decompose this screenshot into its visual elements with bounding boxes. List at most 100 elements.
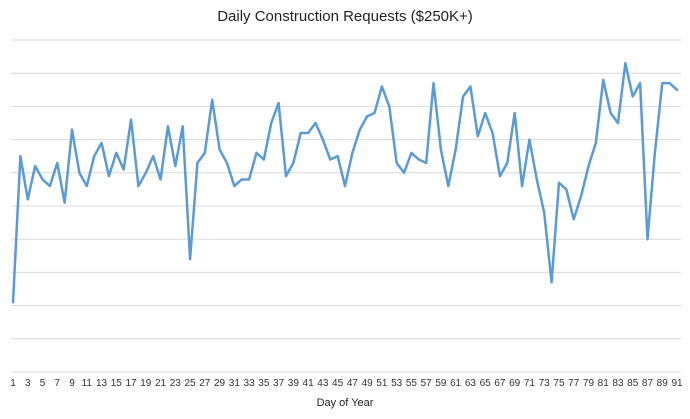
data-point [484, 112, 487, 115]
data-point [137, 185, 140, 188]
data-point [476, 135, 479, 138]
data-point [668, 82, 671, 85]
data-point [196, 161, 199, 164]
data-point [26, 198, 29, 201]
data-point [41, 178, 44, 181]
x-tick-label: 25 [185, 378, 197, 389]
data-point [410, 151, 413, 154]
data-point [351, 151, 354, 154]
x-tick-label: 9 [69, 378, 75, 389]
x-tick-label: 53 [391, 378, 403, 389]
data-point [166, 125, 169, 128]
x-tick-label: 1 [10, 378, 16, 389]
x-tick-label: 41 [303, 378, 315, 389]
data-point [71, 128, 74, 131]
data-point [321, 138, 324, 141]
x-tick-label: 61 [450, 378, 462, 389]
data-point [144, 171, 147, 174]
data-point [225, 161, 228, 164]
data-point [314, 122, 317, 124]
data-point [107, 175, 110, 178]
x-tick-label: 83 [612, 378, 624, 389]
x-tick-label: 79 [583, 378, 595, 389]
data-point [203, 151, 206, 154]
data-point [646, 238, 649, 241]
data-point [78, 171, 81, 174]
x-tick-label: 29 [214, 378, 226, 389]
data-point [336, 155, 339, 158]
x-tick-label: 5 [40, 378, 46, 389]
data-point [85, 185, 88, 188]
data-point [344, 185, 346, 188]
x-tick-label: 87 [642, 378, 654, 389]
x-tick-label: 23 [170, 378, 182, 389]
data-point [506, 161, 509, 164]
x-tick-label: 13 [96, 378, 108, 389]
data-point [380, 85, 383, 88]
x-tick-label: 33 [244, 378, 256, 389]
data-point [373, 112, 376, 115]
x-tick-label: 57 [421, 378, 433, 389]
x-tick-label: 47 [347, 378, 359, 389]
data-point [543, 211, 546, 214]
data-point [624, 62, 627, 65]
data-point [240, 178, 243, 181]
data-point [307, 131, 310, 134]
data-point [639, 82, 642, 85]
data-point [189, 258, 192, 261]
x-tick-label: 17 [125, 378, 137, 389]
data-point [181, 125, 184, 128]
data-point [491, 131, 494, 134]
data-point [425, 161, 428, 164]
data-point [100, 141, 103, 144]
x-tick-label: 31 [229, 378, 241, 389]
data-point [616, 122, 619, 124]
data-point [462, 95, 465, 98]
x-tick-label: 21 [155, 378, 167, 389]
data-point [277, 102, 280, 105]
x-tick-label: 71 [524, 378, 536, 389]
data-point [93, 155, 96, 158]
x-tick-label: 89 [657, 378, 669, 389]
data-point [270, 122, 273, 124]
data-point [454, 148, 457, 151]
data-point [417, 158, 420, 161]
x-tick-label: 35 [258, 378, 270, 389]
data-point [34, 165, 37, 168]
x-tick-label: 69 [509, 378, 521, 389]
data-point [115, 151, 118, 154]
data-point [159, 178, 162, 181]
data-point [631, 95, 634, 98]
x-tick-label: 59 [435, 378, 447, 389]
x-tick-label: 27 [199, 378, 211, 389]
x-tick-label: 91 [671, 378, 683, 389]
data-point [388, 105, 391, 108]
data-point [284, 175, 287, 178]
x-axis-label: Day of Year [316, 397, 374, 409]
data-point [48, 185, 51, 188]
data-point [439, 148, 442, 151]
data-point [174, 165, 177, 168]
data-point [366, 115, 369, 118]
data-point [676, 88, 678, 91]
x-tick-label: 11 [82, 378, 93, 389]
x-tick-label: 3 [25, 378, 31, 389]
data-point [587, 165, 590, 168]
data-point [653, 151, 656, 154]
data-point [557, 181, 560, 184]
data-point [152, 155, 155, 158]
data-point [56, 161, 59, 164]
series-line [11, 61, 679, 304]
x-tick-label: 45 [332, 378, 344, 389]
data-point [262, 158, 265, 161]
data-point [299, 131, 302, 134]
data-point [602, 78, 605, 81]
data-point [403, 171, 406, 174]
x-tick-label: 77 [568, 378, 580, 389]
x-tick-label: 43 [317, 378, 329, 389]
data-point [329, 158, 332, 161]
x-tick-label: 7 [54, 378, 60, 389]
x-tick-label: 67 [494, 378, 506, 389]
data-point [19, 155, 22, 158]
